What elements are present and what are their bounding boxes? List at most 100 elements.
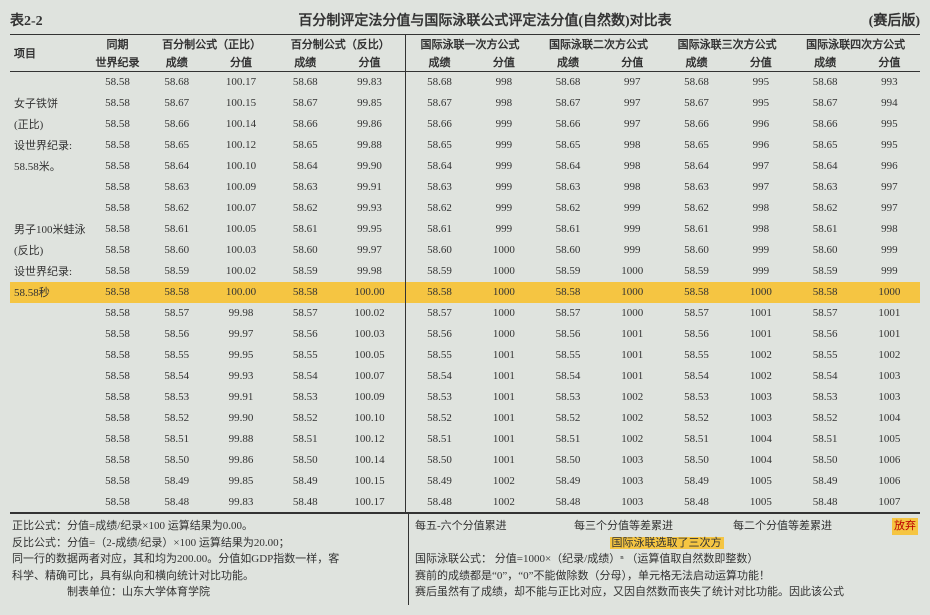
cell: 99.85 bbox=[334, 93, 405, 114]
cell: 58.48 bbox=[534, 492, 601, 513]
th-h5: 国际泳联二次方公式 bbox=[534, 35, 663, 54]
cell: 58.58 bbox=[88, 429, 148, 450]
note-line: 赛前的成绩都是“0”，“0”不能做除数（分母），单元格无法启动运算功能！ bbox=[415, 568, 918, 585]
cell: 993 bbox=[859, 72, 920, 93]
cell: 999 bbox=[473, 219, 534, 240]
cell: 58.48 bbox=[663, 492, 730, 513]
side-label bbox=[10, 303, 88, 324]
th-h5b: 分值 bbox=[602, 53, 663, 72]
th-h6: 国际泳联三次方公式 bbox=[663, 35, 792, 54]
cell: 58.58 bbox=[88, 450, 148, 471]
cell: 58.54 bbox=[147, 366, 206, 387]
cell: 58.49 bbox=[276, 471, 334, 492]
cell: 1000 bbox=[602, 282, 663, 303]
title-center: 百分制评定法分值与国际泳联公式评定法分值(自然数)对比表 bbox=[130, 10, 840, 30]
cell: 58.67 bbox=[147, 93, 206, 114]
cell: 100.02 bbox=[206, 261, 276, 282]
cell: 58.63 bbox=[276, 177, 334, 198]
table-row: 58.5858.5299.9058.52100.1058.52100158.52… bbox=[10, 408, 920, 429]
cell: 100.05 bbox=[206, 219, 276, 240]
cell: 58.63 bbox=[147, 177, 206, 198]
cell: 1002 bbox=[473, 492, 534, 513]
side-label bbox=[10, 429, 88, 450]
cell: 58.51 bbox=[147, 429, 206, 450]
cell: 1002 bbox=[473, 471, 534, 492]
table-row: (反比)58.5858.60100.0358.6099.9758.6010005… bbox=[10, 240, 920, 261]
cell: 58.58 bbox=[276, 282, 334, 303]
cell: 1004 bbox=[730, 429, 791, 450]
cell: 58.59 bbox=[276, 261, 334, 282]
cell: 1005 bbox=[859, 429, 920, 450]
note-line: 反比公式：分值=（2-成绩/纪录）×100 运算结果为20.00； bbox=[12, 535, 402, 552]
cell: 58.57 bbox=[663, 303, 730, 324]
cell: 58.62 bbox=[791, 198, 858, 219]
cell: 99.97 bbox=[334, 240, 405, 261]
cell: 58.59 bbox=[405, 261, 473, 282]
cell: 99.88 bbox=[206, 429, 276, 450]
table-row: 58.5858.5099.8658.50100.1458.50100158.50… bbox=[10, 450, 920, 471]
cell: 99.83 bbox=[334, 72, 405, 93]
cell: 58.55 bbox=[791, 345, 858, 366]
th-h6b: 分值 bbox=[730, 53, 791, 72]
cell: 58.56 bbox=[276, 324, 334, 345]
cell: 58.52 bbox=[791, 408, 858, 429]
cell: 999 bbox=[473, 114, 534, 135]
cell: 58.66 bbox=[276, 114, 334, 135]
cell: 58.58 bbox=[88, 240, 148, 261]
cell: 1001 bbox=[602, 366, 663, 387]
cell: 998 bbox=[473, 93, 534, 114]
cell: 58.56 bbox=[405, 324, 473, 345]
cell: 58.61 bbox=[791, 219, 858, 240]
cell: 1001 bbox=[473, 366, 534, 387]
cell: 58.68 bbox=[791, 72, 858, 93]
cell: 58.49 bbox=[147, 471, 206, 492]
side-label bbox=[10, 324, 88, 345]
table-header: 项目 同期 百分制公式（正比） 百分制公式（反比） 国际泳联一次方公式 国际泳联… bbox=[10, 35, 920, 72]
cell: 58.54 bbox=[663, 366, 730, 387]
cell: 58.51 bbox=[663, 429, 730, 450]
cell: 58.56 bbox=[663, 324, 730, 345]
title-right: (赛后版) bbox=[840, 10, 920, 30]
side-label bbox=[10, 492, 88, 513]
cell: 58.56 bbox=[791, 324, 858, 345]
cell: 100.14 bbox=[334, 450, 405, 471]
cell: 58.50 bbox=[534, 450, 601, 471]
cell: 58.55 bbox=[147, 345, 206, 366]
cell: 1000 bbox=[859, 282, 920, 303]
cell: 58.61 bbox=[405, 219, 473, 240]
cell: 1002 bbox=[602, 387, 663, 408]
side-label bbox=[10, 471, 88, 492]
cell: 999 bbox=[730, 240, 791, 261]
cell: 58.50 bbox=[663, 450, 730, 471]
cell: 99.93 bbox=[206, 366, 276, 387]
side-label bbox=[10, 366, 88, 387]
cell: 1007 bbox=[859, 492, 920, 513]
table-row: 58.5858.4899.8358.48100.1758.48100258.48… bbox=[10, 492, 920, 513]
comparison-table: 项目 同期 百分制公式（正比） 百分制公式（反比） 国际泳联一次方公式 国际泳联… bbox=[10, 34, 920, 513]
side-label: 58.58米。 bbox=[10, 156, 88, 177]
cell: 1003 bbox=[602, 471, 663, 492]
cell: 58.63 bbox=[405, 177, 473, 198]
cell: 58.58 bbox=[663, 282, 730, 303]
cell: 58.56 bbox=[147, 324, 206, 345]
cell: 998 bbox=[602, 135, 663, 156]
cell: 58.61 bbox=[534, 219, 601, 240]
cell: 995 bbox=[730, 93, 791, 114]
cell: 1001 bbox=[473, 429, 534, 450]
cell: 1001 bbox=[473, 387, 534, 408]
cell: 58.54 bbox=[405, 366, 473, 387]
cell: 58.55 bbox=[534, 345, 601, 366]
cell: 99.91 bbox=[334, 177, 405, 198]
cell: 58.60 bbox=[147, 240, 206, 261]
th-h1: 同期 bbox=[88, 35, 148, 54]
cell: 58.48 bbox=[276, 492, 334, 513]
cell: 58.59 bbox=[663, 261, 730, 282]
cell: 58.56 bbox=[534, 324, 601, 345]
cell: 58.61 bbox=[276, 219, 334, 240]
cell: 999 bbox=[730, 261, 791, 282]
cell: 58.53 bbox=[791, 387, 858, 408]
cell: 58.66 bbox=[791, 114, 858, 135]
table-row: 58.58米。58.5858.64100.1058.6499.9058.6499… bbox=[10, 156, 920, 177]
cell: 1003 bbox=[859, 387, 920, 408]
note-line: 同一行的数据两者对应，其和均为200.00。分值如GDP指数一样，客 bbox=[12, 551, 402, 568]
